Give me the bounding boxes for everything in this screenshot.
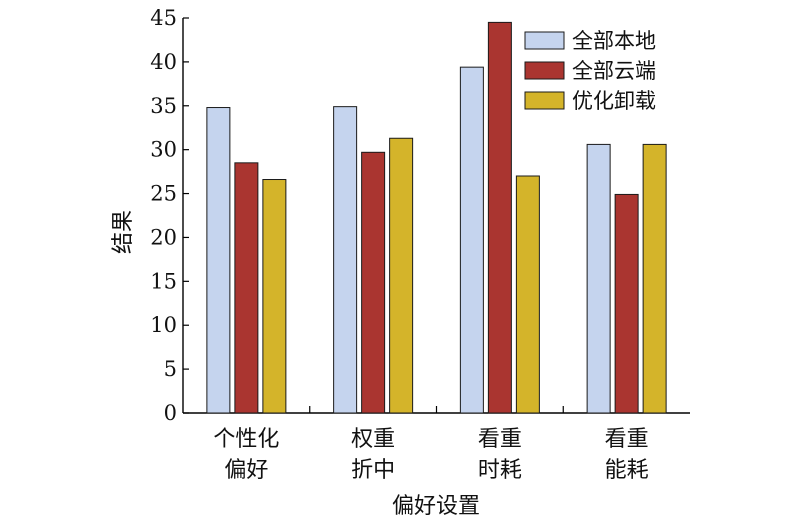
- y-tick-label: 40: [150, 50, 177, 74]
- legend-swatch-2: [524, 91, 565, 110]
- y-tick-label: 10: [150, 313, 177, 337]
- bar-series-1-cat-3: [614, 193, 639, 414]
- x-category-label: 时耗: [478, 458, 522, 483]
- y-tick-label: 45: [150, 6, 177, 30]
- bar-series-2-cat-2: [515, 175, 540, 414]
- y-tick-label: 5: [164, 357, 177, 381]
- bar-series-0-cat-2: [459, 66, 484, 414]
- x-axis-title: 偏好设置: [392, 494, 480, 519]
- bar-series-2-cat-0: [262, 179, 287, 414]
- bar-series-1-cat-0: [234, 162, 259, 414]
- x-category-label: 看重: [605, 427, 649, 452]
- x-category-label: 个性化: [213, 427, 279, 452]
- bar-series-0-cat-0: [206, 107, 231, 414]
- x-category-label: 偏好: [224, 458, 268, 483]
- legend-label-0: 全部本地: [572, 29, 656, 53]
- x-category-label: 折中: [351, 458, 395, 483]
- y-tick-label: 20: [150, 225, 177, 249]
- y-tick-label: 25: [150, 182, 177, 206]
- y-tick-label: 0: [164, 401, 177, 425]
- bar-series-1-cat-2: [487, 21, 512, 414]
- legend-swatch-0: [524, 31, 565, 50]
- y-axis-title: 结果: [111, 210, 136, 254]
- y-tick-label: 35: [150, 94, 177, 118]
- legend-label-2: 优化卸载: [572, 89, 656, 113]
- bar-series-0-cat-3: [586, 143, 611, 414]
- y-ticks: 0 5 10 15 20 25 30 35 40 45: [150, 6, 189, 425]
- x-category-label: 看重: [478, 427, 522, 452]
- bar-series-1-cat-1: [361, 151, 386, 414]
- x-category-label: 权重: [351, 427, 395, 452]
- bar-series-2-cat-3: [642, 143, 667, 414]
- legend-label-1: 全部云端: [572, 59, 656, 83]
- bar-series-2-cat-1: [389, 137, 414, 414]
- y-tick-label: 15: [150, 269, 177, 293]
- legend-swatch-1: [524, 61, 565, 80]
- y-tick-label: 30: [150, 138, 177, 162]
- x-category-label: 能耗: [605, 458, 649, 483]
- bars: [206, 21, 667, 414]
- bar-series-0-cat-1: [333, 106, 358, 414]
